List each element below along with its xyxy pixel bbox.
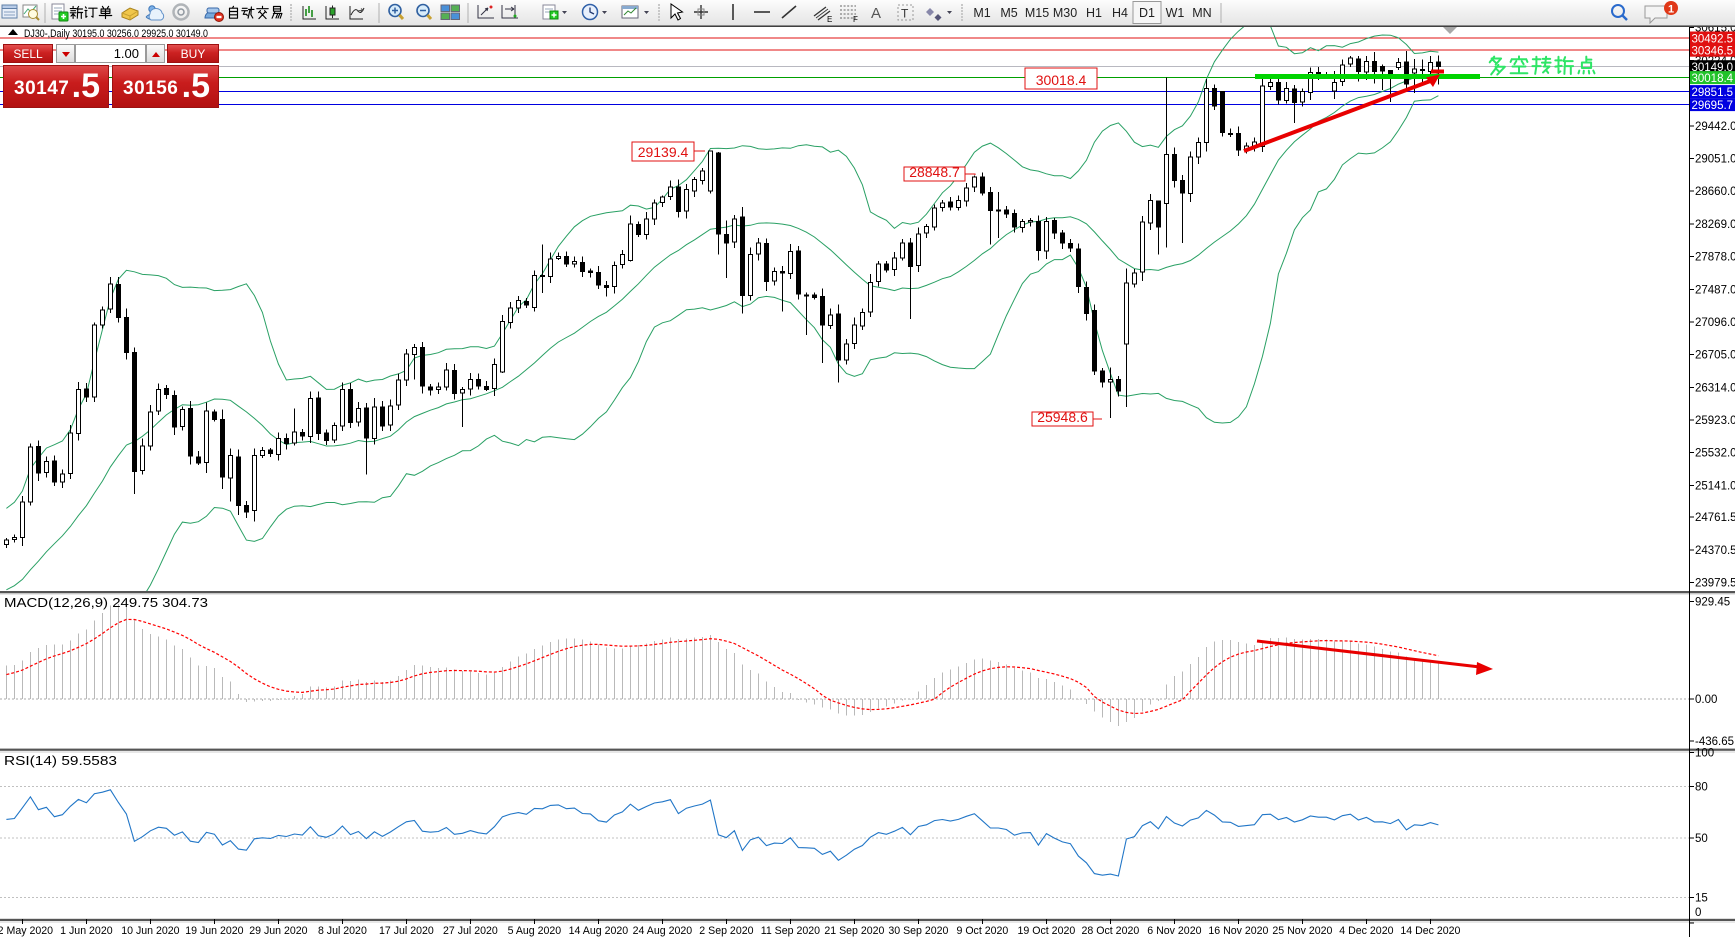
svg-text:2 Sep 2020: 2 Sep 2020 — [699, 925, 753, 937]
svg-text:0.00: 0.00 — [1695, 694, 1717, 706]
svg-text:14 Dec 2020: 14 Dec 2020 — [1400, 925, 1460, 937]
svg-text:0: 0 — [1695, 907, 1701, 919]
svg-text:28848.7: 28848.7 — [909, 164, 960, 180]
svg-text:15: 15 — [1695, 893, 1708, 905]
svg-text:29442.0: 29442.0 — [1695, 121, 1735, 133]
svg-text:8 Jul 2020: 8 Jul 2020 — [318, 925, 367, 937]
svg-text:27487.0: 27487.0 — [1695, 284, 1735, 296]
svg-text:4 Dec 2020: 4 Dec 2020 — [1339, 925, 1393, 937]
svg-text:30346.5: 30346.5 — [1692, 46, 1734, 58]
svg-text:M15: M15 — [1025, 6, 1049, 20]
svg-text:T: T — [901, 7, 909, 21]
svg-text:19 Oct 2020: 19 Oct 2020 — [1018, 925, 1076, 937]
svg-text:6 Nov 2020: 6 Nov 2020 — [1147, 925, 1201, 937]
svg-text:25948.6: 25948.6 — [1037, 409, 1088, 425]
svg-text:A: A — [871, 5, 881, 22]
svg-text:H4: H4 — [1112, 6, 1128, 20]
svg-text:14 Aug 2020: 14 Aug 2020 — [569, 925, 629, 937]
svg-text:929.45: 929.45 — [1695, 597, 1730, 609]
svg-text:29695.7: 29695.7 — [1692, 100, 1734, 112]
svg-text:25532.0: 25532.0 — [1695, 448, 1735, 460]
svg-text:10 Jun 2020: 10 Jun 2020 — [121, 925, 179, 937]
svg-text:25141.0: 25141.0 — [1695, 480, 1735, 492]
svg-text:28660.0: 28660.0 — [1695, 186, 1735, 198]
svg-text:30018.4: 30018.4 — [1036, 72, 1087, 88]
svg-text:5 Aug 2020: 5 Aug 2020 — [508, 925, 562, 937]
svg-text:17 Jul 2020: 17 Jul 2020 — [379, 925, 434, 937]
svg-text:100: 100 — [1695, 748, 1714, 760]
svg-text:M5: M5 — [1000, 6, 1017, 20]
svg-text:1 Jun 2020: 1 Jun 2020 — [60, 925, 113, 937]
svg-text:DJ30-,Daily 30195.0 30256.0 2: DJ30-,Daily 30195.0 30256.0 29925.0 3014… — [24, 28, 208, 40]
svg-text:26314.0: 26314.0 — [1695, 382, 1735, 394]
svg-text:M1: M1 — [973, 6, 990, 20]
svg-text:16 Nov 2020: 16 Nov 2020 — [1208, 925, 1268, 937]
svg-text:29851.5: 29851.5 — [1692, 87, 1734, 99]
svg-text:30492.5: 30492.5 — [1692, 34, 1734, 46]
svg-text:11 Sep 2020: 11 Sep 2020 — [761, 925, 820, 937]
svg-text:25 Nov 2020: 25 Nov 2020 — [1272, 925, 1332, 937]
svg-text:RSI(14) 59.5583: RSI(14) 59.5583 — [4, 754, 117, 768]
svg-text:24761.5: 24761.5 — [1695, 512, 1735, 524]
svg-text:28269.0: 28269.0 — [1695, 219, 1735, 231]
svg-text:1: 1 — [1668, 4, 1674, 16]
svg-text:25923.0: 25923.0 — [1695, 415, 1735, 427]
svg-text:27096.0: 27096.0 — [1695, 317, 1735, 329]
svg-text:19 Jun 2020: 19 Jun 2020 — [185, 925, 243, 937]
svg-text:MN: MN — [1192, 6, 1211, 20]
svg-text:24370.5: 24370.5 — [1695, 545, 1735, 557]
svg-text:30 Sep 2020: 30 Sep 2020 — [888, 925, 948, 937]
svg-text:M30: M30 — [1053, 6, 1077, 20]
svg-text:29139.4: 29139.4 — [638, 144, 689, 160]
svg-text:29 Jun 2020: 29 Jun 2020 — [249, 925, 307, 937]
svg-text:24 Aug 2020: 24 Aug 2020 — [633, 925, 693, 937]
svg-text:50: 50 — [1695, 833, 1708, 845]
svg-text:26705.0: 26705.0 — [1695, 350, 1735, 362]
svg-text:22 May 2020: 22 May 2020 — [0, 925, 53, 937]
svg-text:D1: D1 — [1139, 6, 1155, 20]
svg-text:23979.5: 23979.5 — [1695, 578, 1735, 590]
svg-text:E: E — [827, 15, 832, 24]
svg-text:30018.4: 30018.4 — [1692, 73, 1734, 85]
svg-text:80: 80 — [1695, 782, 1708, 794]
svg-text:9 Oct 2020: 9 Oct 2020 — [956, 925, 1008, 937]
svg-text:F: F — [853, 15, 858, 24]
svg-text:H1: H1 — [1086, 6, 1102, 20]
svg-text:W1: W1 — [1166, 6, 1185, 20]
svg-text:MACD(12,26,9) 249.75 304.73: MACD(12,26,9) 249.75 304.73 — [4, 596, 208, 610]
svg-text:29051.0: 29051.0 — [1695, 154, 1735, 166]
svg-text:27878.0: 27878.0 — [1695, 252, 1735, 264]
svg-text:27 Jul 2020: 27 Jul 2020 — [443, 925, 498, 937]
svg-text:28 Oct 2020: 28 Oct 2020 — [1082, 925, 1140, 937]
svg-text:-436.65: -436.65 — [1695, 736, 1734, 748]
svg-text:21 Sep 2020: 21 Sep 2020 — [824, 925, 884, 937]
